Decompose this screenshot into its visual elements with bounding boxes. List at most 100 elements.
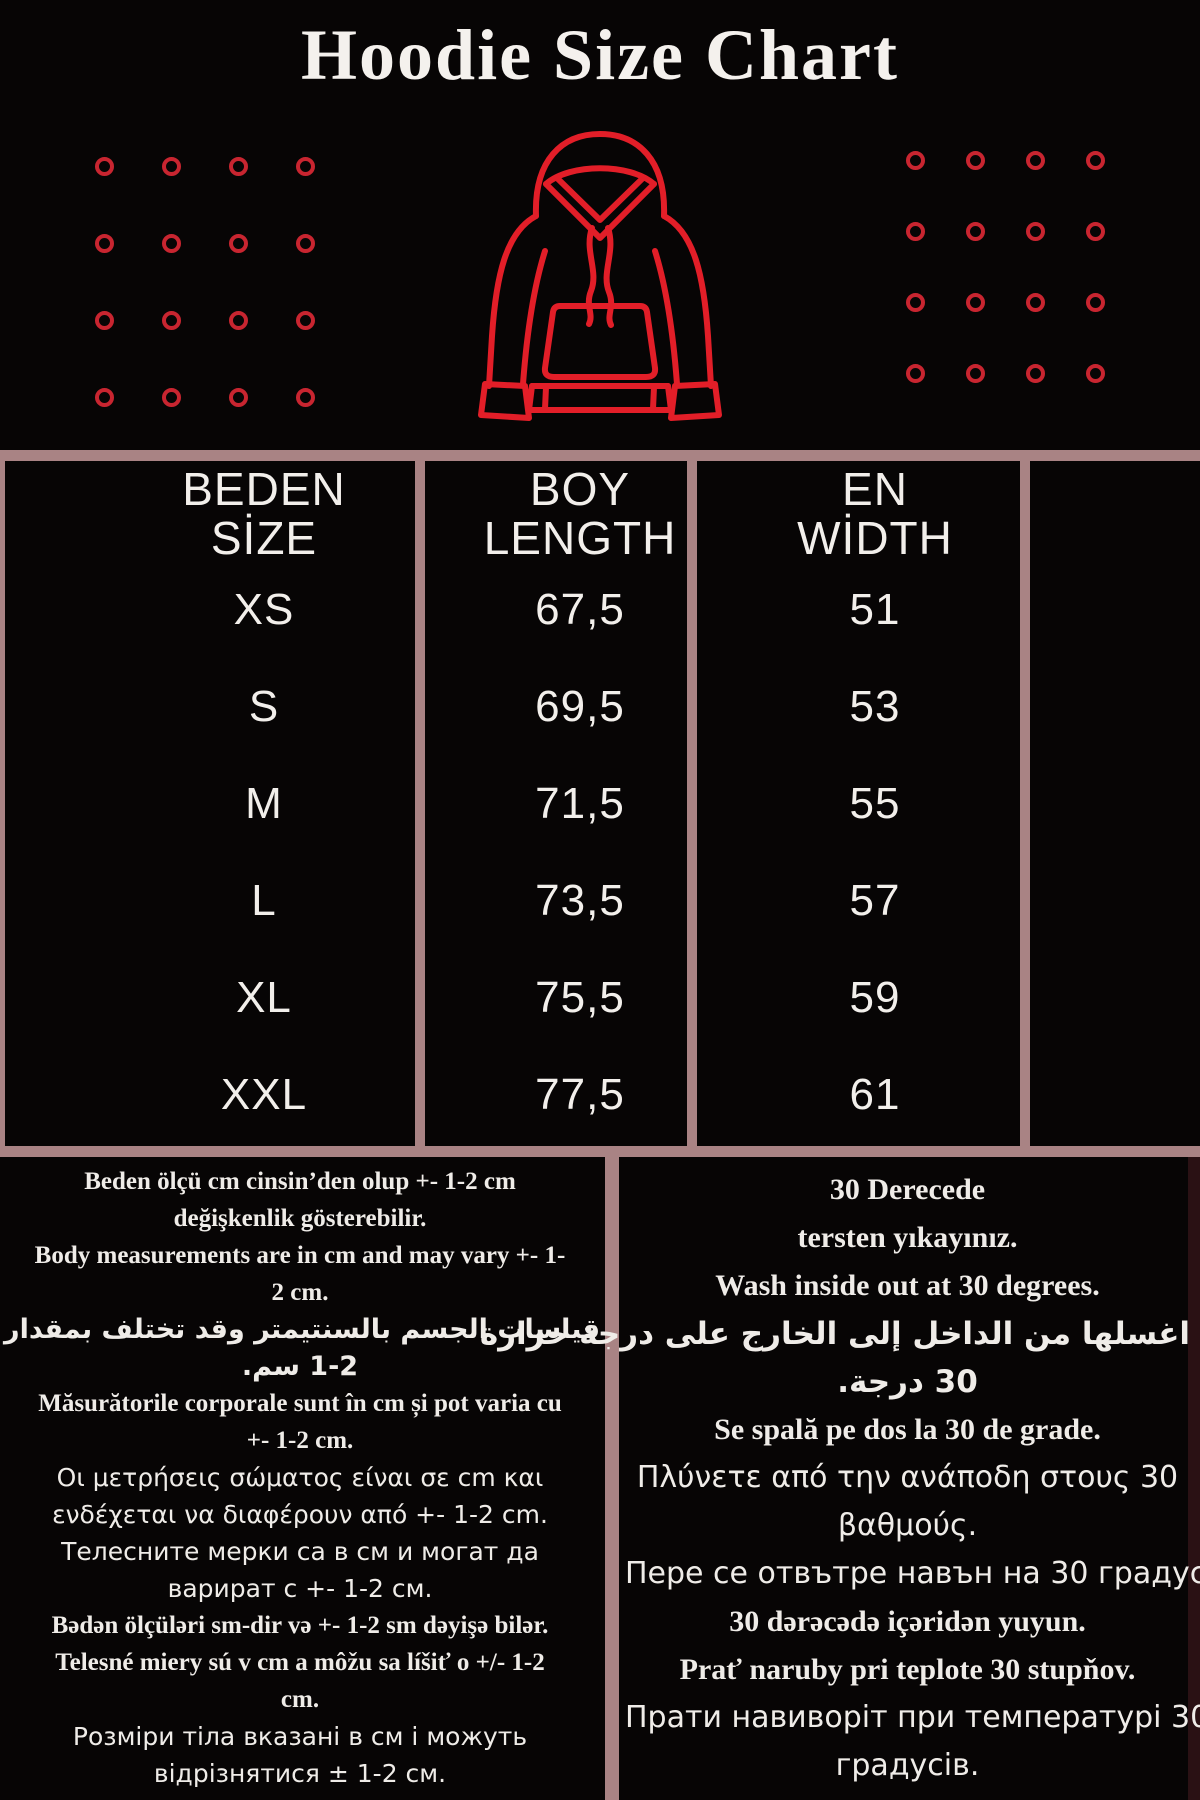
- note-line: βαθμούς.: [837, 1508, 978, 1543]
- grommet-dot: [966, 293, 985, 312]
- note-line: Măsurătorile corporale sunt în cm și pot…: [38, 1390, 562, 1417]
- grommet-dot: [1026, 222, 1045, 241]
- size-table-cell-width: 61: [849, 1069, 901, 1119]
- page-title: Hoodie Size Chart: [301, 15, 899, 95]
- notes-right-edge: [1188, 1157, 1200, 1800]
- note-line: değişkenlik gösterebilir.: [173, 1205, 427, 1232]
- grommet-dot: [296, 311, 315, 330]
- note-line: Пере се отвътре навън на 30 градуса.: [625, 1556, 1200, 1591]
- note-line: +- 1-2 cm.: [246, 1427, 354, 1454]
- column-header-boy-length: BOY LENGTH: [380, 463, 780, 564]
- note-line: 30 درجة.: [837, 1364, 978, 1400]
- grommet-dot: [296, 234, 315, 253]
- note-line: градусів.: [835, 1748, 980, 1783]
- grommet-dot: [966, 222, 985, 241]
- size-table-cell-size: XS: [233, 584, 295, 634]
- measurement-notes: Beden ölçü cm cinsin’den olup +- 1-2 cm d…: [0, 1163, 600, 1792]
- notes-divider: [605, 1157, 619, 1800]
- note-line: відрізнятися ± 1-2 см.: [153, 1759, 447, 1788]
- column-header-beden-size: BEDEN SİZE: [64, 465, 464, 564]
- size-table-cell-width: 57: [849, 875, 901, 925]
- size-table-cell-size: XL: [236, 972, 292, 1022]
- size-table-cell-length: 69,5: [535, 681, 625, 731]
- note-line: 2 cm.: [271, 1279, 329, 1306]
- length-column: 67,5 69,5 71,5 73,5 75,5 77,5: [380, 561, 780, 1143]
- table-divider-2: [687, 461, 697, 1146]
- header-line: EN: [842, 463, 908, 515]
- note-line: tersten yıkayınız.: [797, 1221, 1018, 1254]
- grommet-dot: [162, 234, 181, 253]
- size-table-cell-width: 59: [849, 972, 901, 1022]
- grommet-dot: [95, 388, 114, 407]
- grommet-dot: [1086, 364, 1105, 383]
- grommet-dot: [966, 151, 985, 170]
- column-header-en-width: EN WİDTH: [675, 463, 1075, 564]
- grommet-dot: [229, 388, 248, 407]
- header-line: SİZE: [210, 512, 318, 564]
- grommet-dot: [162, 388, 181, 407]
- note-line: قياسات الجسم بالسنتيمتر وقد تختلف بمقدار…: [0, 1314, 600, 1345]
- note-line: ενδέχεται να διαφέρουν από +- 1-2 cm.: [52, 1500, 548, 1529]
- grommet-dot: [95, 157, 114, 176]
- note-line: варират с +- 1-2 см.: [167, 1574, 433, 1603]
- grommet-dot: [229, 157, 248, 176]
- size-table-cell-size: L: [251, 875, 277, 925]
- grommet-dot: [229, 234, 248, 253]
- grommet-dot: [229, 311, 248, 330]
- grommet-dot: [1026, 293, 1045, 312]
- note-line: Bədən ölçüləri sm-dir və +- 1-2 sm dəyiş…: [51, 1612, 549, 1639]
- note-line: Πλύνετε από την ανάποδη στους 30: [636, 1460, 1179, 1495]
- grommet-dot: [966, 364, 985, 383]
- size-table-cell-length: 67,5: [535, 584, 625, 634]
- size-table-cell-width: 51: [849, 584, 901, 634]
- table-left-border: [0, 450, 5, 1157]
- size-table-cell-size: S: [248, 681, 280, 731]
- grommet-dot: [95, 234, 114, 253]
- table-divider-1: [415, 461, 425, 1146]
- note-line: اغسلها من الداخل إلى الخارج على درجة حرا…: [479, 1316, 1190, 1352]
- size-column: XS S M L XL XXL: [64, 561, 464, 1143]
- header-line: BOY: [529, 463, 631, 515]
- washing-instructions: 30 Derecede tersten yıkayınız. Wash inside…: [479, 1166, 1200, 1790]
- size-table-cell-length: 75,5: [535, 972, 625, 1022]
- note-line: 30 Derecede: [829, 1173, 986, 1206]
- size-table-cell-size: XXL: [220, 1069, 308, 1119]
- grommet-dot: [95, 311, 114, 330]
- grommet-dot: [162, 311, 181, 330]
- grommet-dot: [906, 222, 925, 241]
- grommet-dot: [1086, 222, 1105, 241]
- grommet-dot: [906, 151, 925, 170]
- note-line: Wash inside out at 30 degrees.: [715, 1269, 1100, 1302]
- table-top-border: [0, 450, 1200, 461]
- size-table-cell-length: 73,5: [535, 875, 625, 925]
- note-line: cm.: [280, 1686, 320, 1713]
- decor-dot-grid-left: [95, 157, 315, 407]
- width-column: 51 53 55 57 59 61: [675, 561, 1075, 1143]
- size-table-cell-width: 53: [849, 681, 901, 731]
- grommet-dot: [1086, 151, 1105, 170]
- note-line: Телесните мерки са в см и могат да: [61, 1537, 539, 1566]
- size-table-cell-length: 71,5: [535, 778, 625, 828]
- grommet-dot: [1086, 293, 1105, 312]
- grommet-dot: [296, 157, 315, 176]
- grommet-dot: [906, 293, 925, 312]
- grommet-dot: [1026, 151, 1045, 170]
- note-line: Body measurements are in cm and may vary…: [34, 1242, 566, 1269]
- header-line: LENGTH: [483, 512, 677, 564]
- note-line: Οι μετρήσεις σώματος είναι σε cm και: [56, 1463, 544, 1492]
- table-divider-3: [1020, 461, 1030, 1146]
- note-line: Prať naruby pri teplote 30 stupňov.: [679, 1653, 1136, 1686]
- grommet-dot: [1026, 364, 1045, 383]
- grommet-dot: [296, 388, 315, 407]
- note-line: Beden ölçü cm cinsin’den olup +- 1-2 cm: [84, 1168, 516, 1195]
- grommet-dot: [162, 157, 181, 176]
- header-line: WİDTH: [797, 512, 953, 564]
- note-line: Se spală pe dos la 30 de grade.: [714, 1413, 1101, 1446]
- note-line: Telesné miery sú v cm a môžu sa líšiť o …: [55, 1649, 545, 1676]
- table-bottom-border: [0, 1146, 1200, 1157]
- note-line: 1-2 سم.: [241, 1351, 359, 1382]
- decor-dot-grid-right: [906, 151, 1105, 383]
- size-table-cell-width: 55: [849, 778, 901, 828]
- size-table-cell-size: M: [245, 778, 283, 828]
